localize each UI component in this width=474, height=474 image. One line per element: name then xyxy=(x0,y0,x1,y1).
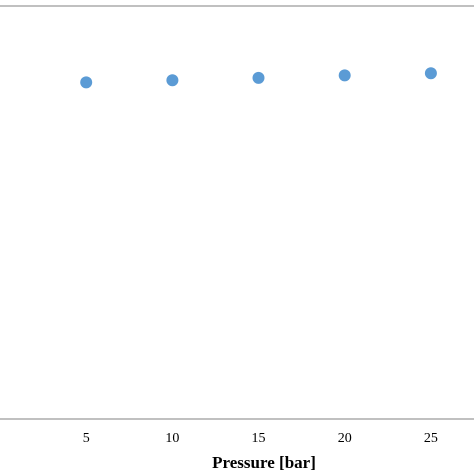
x-axis-title: Pressure [bar] xyxy=(212,453,316,472)
data-point xyxy=(424,67,437,80)
data-point xyxy=(338,69,351,82)
x-tick-labels: 5 10 15 20 25 xyxy=(83,431,438,446)
x-tick-label: 25 xyxy=(424,431,438,446)
data-point xyxy=(80,76,93,89)
x-tick-label: 10 xyxy=(165,431,179,446)
data-point xyxy=(252,71,265,84)
data-points xyxy=(80,67,437,89)
x-tick-label: 5 xyxy=(83,431,90,446)
data-point xyxy=(166,74,179,87)
x-tick-label: 15 xyxy=(252,431,266,446)
x-tick-label: 20 xyxy=(338,431,352,446)
